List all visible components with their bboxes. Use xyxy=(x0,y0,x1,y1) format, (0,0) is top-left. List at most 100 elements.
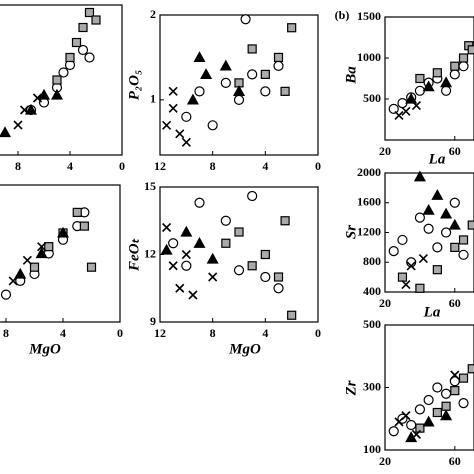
plot-frame xyxy=(384,16,474,141)
point xyxy=(14,267,27,279)
y-tick-label: 2000 xyxy=(357,165,381,179)
point xyxy=(458,249,469,260)
x-tick-label: 8 xyxy=(210,159,216,173)
point xyxy=(422,415,435,427)
y-tick-label: 9 xyxy=(150,314,156,328)
point xyxy=(52,75,62,85)
x-tick-label: 20 xyxy=(379,144,391,158)
point xyxy=(160,243,173,255)
point xyxy=(441,401,451,411)
panel: 20 60 100 300 500 Zr xyxy=(343,317,474,468)
x-tick-label: 0 xyxy=(119,159,125,173)
point xyxy=(72,207,82,217)
y-tick-label: 1 xyxy=(150,92,156,106)
point xyxy=(450,386,460,396)
point xyxy=(65,52,75,63)
y-tick-label: 400 xyxy=(363,284,381,298)
point xyxy=(280,86,290,96)
point xyxy=(449,69,460,80)
point xyxy=(397,272,408,282)
y-tick-label: 1200 xyxy=(357,224,381,238)
x-tick-label: 0 xyxy=(117,326,123,340)
point xyxy=(168,86,178,96)
point xyxy=(432,242,443,253)
point xyxy=(233,94,245,105)
point xyxy=(467,220,474,230)
point xyxy=(440,227,452,238)
y-tick-label: 2 xyxy=(150,7,156,21)
point xyxy=(414,212,426,223)
y-tick-label: 15 xyxy=(144,179,156,193)
y-axis-label: P₂O₅ xyxy=(126,70,142,100)
point xyxy=(181,111,192,122)
point xyxy=(193,237,206,248)
panel: 20 60 500 1000 1500 La Ba (b) xyxy=(335,8,474,167)
point xyxy=(91,15,101,25)
point xyxy=(458,53,469,63)
point xyxy=(168,238,179,249)
point xyxy=(280,216,290,226)
point xyxy=(458,373,469,383)
point xyxy=(162,120,172,130)
x-tick-label: 4 xyxy=(262,159,268,173)
point xyxy=(175,129,185,139)
point xyxy=(56,226,70,238)
x-tick-label: 0 xyxy=(315,326,321,340)
point xyxy=(247,69,258,80)
point xyxy=(44,242,54,252)
point xyxy=(79,221,89,231)
y-tick-label: 100 xyxy=(363,442,381,456)
y-tick-label: 500 xyxy=(363,91,381,105)
point xyxy=(401,411,411,421)
point xyxy=(432,382,443,393)
point xyxy=(193,51,206,63)
point xyxy=(220,215,231,226)
point xyxy=(411,429,421,439)
point xyxy=(467,45,474,55)
point xyxy=(208,272,218,282)
point xyxy=(458,235,469,245)
point xyxy=(77,44,89,56)
point xyxy=(168,103,178,113)
point xyxy=(422,80,435,92)
x-axis-label: La xyxy=(423,304,441,320)
point xyxy=(448,218,461,230)
point xyxy=(415,283,425,293)
point xyxy=(273,272,284,282)
panel-label: (b) xyxy=(335,8,350,22)
x-tick-label: 20 xyxy=(379,296,391,310)
y-axis-label: FeOₜ xyxy=(126,237,142,271)
point xyxy=(181,249,191,260)
x-tick-label: 60 xyxy=(449,296,461,310)
point xyxy=(273,60,284,72)
point xyxy=(406,261,416,271)
x-axis-label: MgO xyxy=(228,341,261,357)
x-tick-label: 0 xyxy=(315,159,321,173)
point xyxy=(440,388,452,399)
point xyxy=(397,234,408,246)
point xyxy=(232,85,246,96)
point xyxy=(220,77,231,88)
point xyxy=(58,67,69,78)
point xyxy=(467,364,474,374)
point xyxy=(415,423,425,433)
point xyxy=(422,203,435,215)
point xyxy=(50,88,64,100)
point xyxy=(24,103,38,115)
point xyxy=(388,426,399,437)
y-tick-label: 500 xyxy=(363,317,381,331)
point xyxy=(405,92,418,104)
point xyxy=(401,106,411,116)
point xyxy=(413,170,426,182)
point xyxy=(188,290,198,300)
point xyxy=(194,86,205,97)
point xyxy=(411,100,421,111)
point xyxy=(431,189,444,200)
x-tick-label: 8 xyxy=(210,326,216,340)
y-tick-label: 1000 xyxy=(357,50,381,64)
point xyxy=(388,245,399,257)
point xyxy=(287,310,297,320)
